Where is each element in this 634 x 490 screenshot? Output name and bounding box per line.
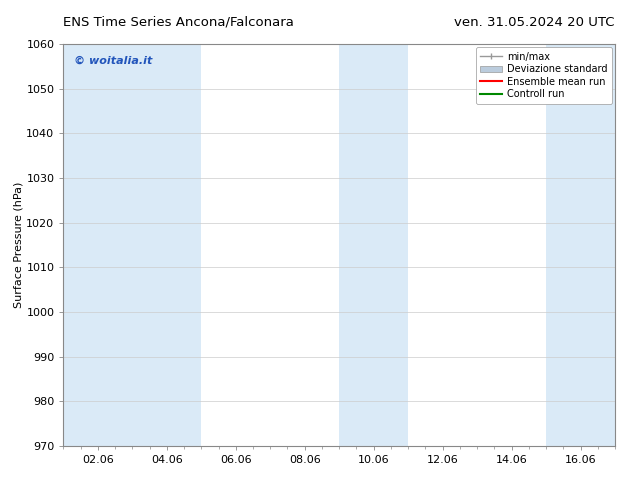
- Legend: min/max, Deviazione standard, Ensemble mean run, Controll run: min/max, Deviazione standard, Ensemble m…: [476, 47, 612, 104]
- Bar: [63, 44, 133, 446]
- Bar: [546, 44, 615, 446]
- Text: © woitalia.it: © woitalia.it: [74, 56, 153, 66]
- Text: ENS Time Series Ancona/Falconara: ENS Time Series Ancona/Falconara: [63, 16, 294, 28]
- Bar: [133, 44, 202, 446]
- Y-axis label: Surface Pressure (hPa): Surface Pressure (hPa): [13, 182, 23, 308]
- Text: ven. 31.05.2024 20 UTC: ven. 31.05.2024 20 UTC: [455, 16, 615, 28]
- Bar: [339, 44, 408, 446]
